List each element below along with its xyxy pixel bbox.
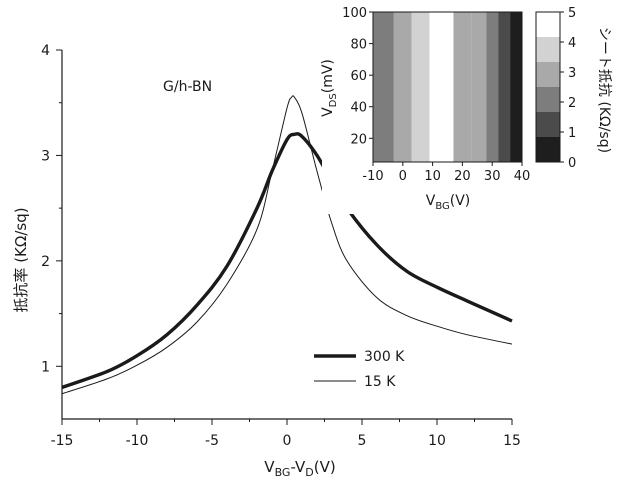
- colorbar-tick-label: 0: [568, 156, 576, 171]
- y-tick-label: 1: [41, 359, 50, 375]
- colorbar-tick-label: 5: [568, 6, 576, 21]
- legend-label: 15 K: [364, 374, 396, 390]
- heatmap-cell: [498, 12, 510, 162]
- x-tick-label: 10: [428, 433, 446, 449]
- inset-y-tick-label: 100: [342, 6, 367, 21]
- colorbar-segment: [536, 112, 560, 137]
- inset-y-tick-label: 40: [350, 101, 367, 116]
- inset-x-tick-label: -10: [362, 169, 383, 184]
- colorbar-segment: [536, 37, 560, 62]
- colorbar-tick-label: 1: [568, 126, 576, 141]
- inset-heatmap: -1001020304020406080100VBG(V)VDS(mV)0123…: [320, 2, 640, 214]
- heatmap-cell: [510, 12, 522, 162]
- inset-y-tick-label: 60: [350, 69, 367, 84]
- heatmap-cell: [471, 12, 486, 162]
- inset-y-tick-label: 20: [350, 132, 367, 147]
- inset-x-tick-label: 20: [454, 169, 471, 184]
- x-tick-label: 5: [358, 433, 367, 449]
- colorbar-tick-label: 3: [568, 66, 576, 81]
- colorbar-tick-label: 2: [568, 96, 576, 111]
- inset-x-tick-label: 40: [514, 169, 531, 184]
- colorbar-segment: [536, 87, 560, 112]
- inset-x-tick-label: 0: [399, 169, 407, 184]
- y-tick-label: 4: [41, 43, 50, 59]
- inset-x-tick-label: 30: [484, 169, 501, 184]
- colorbar-segment: [536, 12, 560, 37]
- heatmap-cell: [430, 12, 454, 162]
- colorbar-segment: [536, 137, 560, 162]
- y-axis-label: 抵抗率 (KΩ/sq): [12, 207, 30, 312]
- heatmap-cell: [394, 12, 412, 162]
- x-tick-label: -15: [51, 433, 74, 449]
- heatmap-cell: [486, 12, 498, 162]
- colorbar-segment: [536, 62, 560, 87]
- x-tick-label: 0: [283, 433, 292, 449]
- legend-label: 300 K: [364, 349, 405, 365]
- x-tick-label: -5: [205, 433, 219, 449]
- colorbar-label: シート抵抗 (KΩ/sq): [596, 27, 612, 153]
- y-tick-label: 3: [41, 148, 50, 164]
- inset-y-tick-label: 80: [350, 38, 367, 53]
- heatmap-cell: [453, 12, 471, 162]
- heatmap-cell: [412, 12, 430, 162]
- x-tick-label: -10: [126, 433, 149, 449]
- y-tick-label: 2: [41, 254, 50, 270]
- sample-annotation: G/h-BN: [163, 79, 212, 95]
- x-tick-label: 15: [503, 433, 521, 449]
- heatmap-cell: [373, 12, 394, 162]
- colorbar-tick-label: 4: [568, 36, 576, 51]
- inset-x-tick-label: 10: [424, 169, 441, 184]
- x-axis-label: VBG-VD(V): [264, 458, 335, 479]
